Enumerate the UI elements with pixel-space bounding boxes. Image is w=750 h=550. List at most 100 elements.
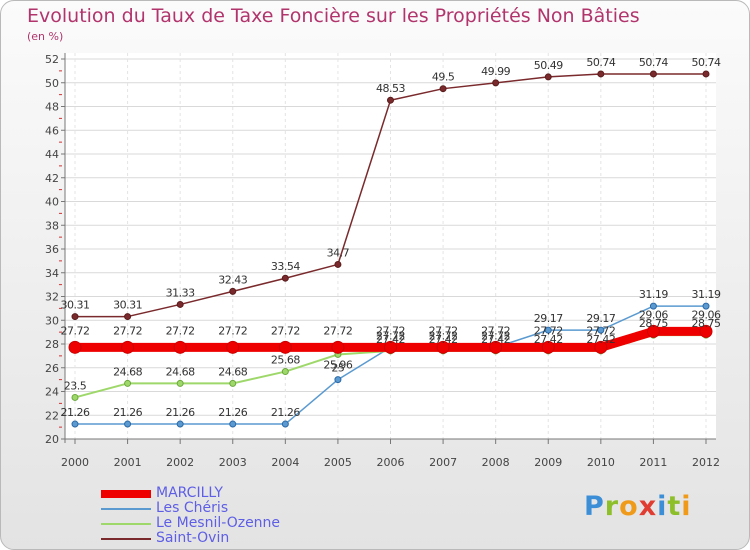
data-point [176, 420, 184, 428]
data-label: 27.72 [429, 329, 458, 342]
x-tick-label: 2010 [587, 456, 615, 469]
data-label: 50.74 [692, 56, 721, 69]
data-label: 21.26 [271, 406, 300, 419]
y-tick-label: 52 [45, 53, 59, 66]
data-label: 33.54 [271, 260, 300, 273]
x-tick-label: 2005 [324, 456, 352, 469]
data-label: 27.72 [113, 324, 142, 337]
data-point [71, 393, 79, 401]
data-point [334, 260, 342, 268]
y-unit-label: (en %) [27, 30, 64, 43]
data-label: 49.99 [481, 65, 510, 78]
data-label: 27.72 [586, 324, 615, 337]
data-label: 28.75 [639, 317, 668, 330]
y-tick-label: 30 [45, 314, 59, 327]
x-tick-label: 2012 [692, 456, 720, 469]
y-tick-label: 28 [45, 338, 59, 351]
data-point [176, 300, 184, 308]
data-point [594, 340, 608, 354]
legend-swatch [101, 523, 151, 525]
data-point [436, 340, 450, 354]
data-point [281, 274, 289, 282]
data-point [124, 313, 132, 321]
data-label: 21.26 [61, 406, 90, 419]
x-tick-label: 2001 [114, 456, 142, 469]
logo-letter: i [681, 491, 692, 522]
data-point [597, 326, 605, 334]
data-point [492, 79, 500, 87]
legend-label: Le Mesnil-Ozenne [156, 515, 281, 531]
legend-label: Les Chéris [156, 500, 229, 516]
data-point [489, 340, 503, 354]
data-label: 25 [331, 362, 344, 375]
y-tick-label: 48 [45, 101, 59, 114]
data-point [702, 70, 710, 78]
x-tick-label: 2000 [61, 456, 89, 469]
data-label: 24.68 [113, 365, 142, 378]
data-label: 21.26 [166, 406, 195, 419]
data-label: 21.26 [218, 406, 247, 419]
x-tick-label: 2002 [166, 456, 194, 469]
data-label: 27.42 [586, 333, 615, 346]
data-label: 21.26 [113, 406, 142, 419]
data-label: 50.49 [534, 59, 563, 72]
data-label: 27.72 [481, 329, 510, 342]
series-saint-ovin [71, 70, 710, 321]
data-point [176, 379, 184, 387]
data-label: 23.5 [64, 379, 87, 392]
y-tick-label: 40 [45, 196, 59, 209]
data-label: 27.72 [271, 324, 300, 337]
data-label: 27.72 [376, 329, 405, 342]
data-label: 30.31 [61, 299, 90, 312]
data-label: 32.43 [218, 273, 247, 286]
data-label: 25.68 [271, 354, 300, 367]
data-point [124, 420, 132, 428]
y-tick-label: 34 [45, 267, 59, 280]
data-point [439, 85, 447, 93]
logo-letter: i [657, 491, 668, 522]
data-point [597, 70, 605, 78]
x-tick-label: 2004 [271, 456, 299, 469]
data-label: 27.42 [481, 333, 510, 346]
data-point [226, 340, 240, 354]
data-label: 29.06 [639, 308, 668, 321]
y-tick-label: 50 [45, 77, 59, 90]
data-label: 29.17 [534, 312, 563, 325]
data-label: 27.42 [534, 333, 563, 346]
data-label: 49.5 [432, 71, 455, 84]
data-label: 27.42 [429, 333, 458, 346]
data-point [281, 368, 289, 376]
data-point [71, 420, 79, 428]
data-label: 50.74 [639, 56, 668, 69]
data-label: 31.19 [639, 288, 668, 301]
data-point [384, 340, 397, 354]
data-point [649, 70, 657, 78]
data-label: 27.72 [481, 324, 510, 337]
y-tick-label: 44 [45, 148, 59, 161]
logo-letter: P [584, 491, 605, 522]
data-label: 29.06 [692, 308, 721, 321]
data-label: 24.68 [166, 365, 195, 378]
logo-letter: o [619, 491, 639, 522]
x-tick-label: 2006 [377, 456, 405, 469]
data-point [387, 96, 394, 104]
data-point [699, 324, 713, 338]
data-point [278, 340, 292, 354]
data-label: 27.72 [376, 324, 405, 337]
x-tick-label: 2003 [219, 456, 247, 469]
data-point [541, 340, 555, 354]
data-point [124, 379, 132, 387]
data-label: 31.19 [692, 288, 721, 301]
x-tick-label: 2011 [639, 456, 667, 469]
logo-letter: r [604, 491, 620, 522]
data-point [71, 313, 79, 321]
data-label: 27.72 [323, 324, 352, 337]
data-point [544, 73, 552, 81]
data-point [173, 340, 187, 354]
legend-swatch [101, 508, 151, 510]
x-tick-label: 2007 [429, 456, 457, 469]
y-tick-label: 46 [45, 124, 59, 137]
data-label: 27.72 [429, 324, 458, 337]
